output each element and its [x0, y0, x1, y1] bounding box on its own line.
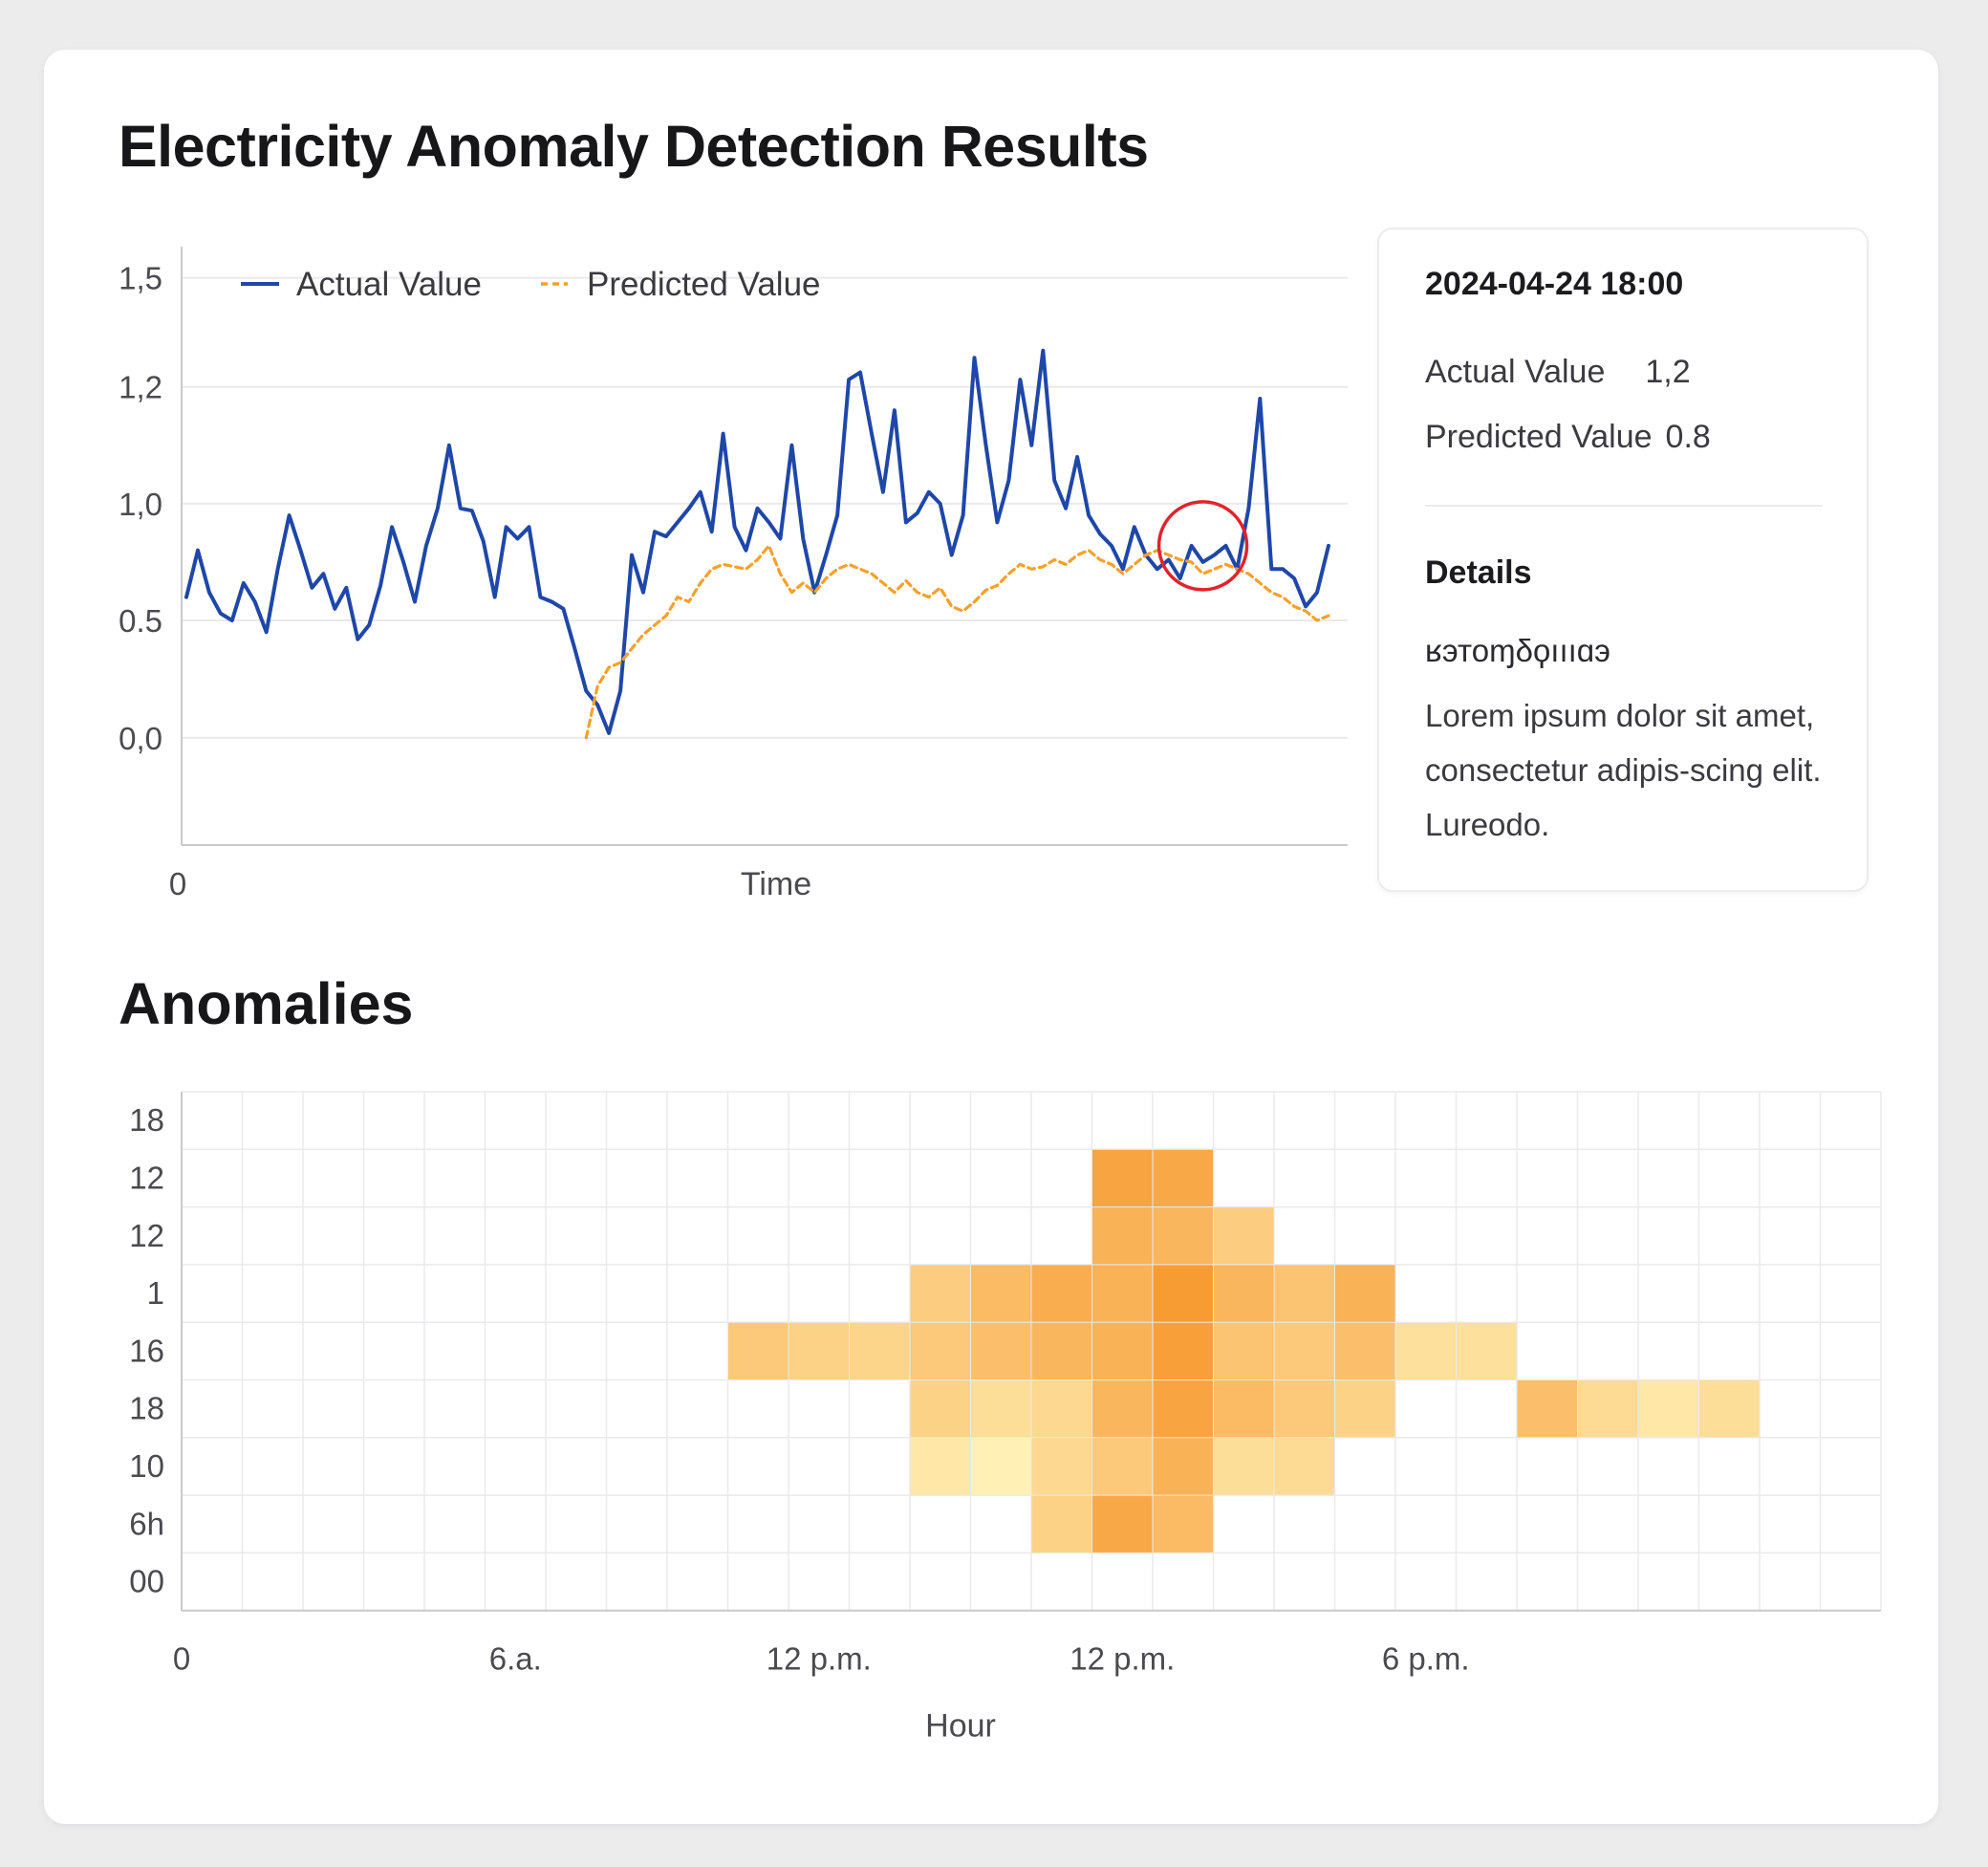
heat-x-tick-label: 6.a.	[489, 1641, 542, 1677]
heatmap-cell	[789, 1322, 849, 1379]
heatmap-cell	[1214, 1380, 1274, 1438]
heatmap-cell	[850, 1322, 910, 1379]
heatmap-cell	[1214, 1438, 1274, 1495]
heatmap-cell	[1153, 1149, 1213, 1207]
heatmap-cell	[1153, 1265, 1213, 1322]
anomalies-title: Anomalies	[119, 971, 414, 1036]
predicted-value-row: Predicted Value 0.8	[1425, 419, 1711, 456]
heat-y-tick-label: 12	[129, 1218, 164, 1253]
info-timestamp: 2024-04-24 18:00	[1425, 266, 1684, 302]
heatmap-cell	[1699, 1380, 1760, 1438]
heatmap-cell	[1214, 1322, 1274, 1379]
heatmap-cell	[728, 1322, 789, 1379]
actual-value-series	[184, 348, 1330, 735]
heatmap-cell	[1274, 1322, 1334, 1379]
x-tick-label: 0	[169, 866, 186, 901]
heat-x-tick-label: 12 p.m.	[1070, 1641, 1175, 1677]
heat-x-axis-title: Hour	[925, 1708, 996, 1745]
heatmap-cell	[1638, 1380, 1698, 1438]
heatmap-cell	[1578, 1380, 1638, 1438]
y-tick-label: 1,5	[119, 261, 162, 296]
y-tick-label: 1,2	[119, 370, 162, 405]
heatmap-cell	[1092, 1207, 1153, 1265]
heatmap-cell	[910, 1322, 970, 1379]
heatmap-cell	[1274, 1380, 1334, 1438]
heatmap-cell	[1031, 1322, 1091, 1379]
heat-y-tick-label: 12	[129, 1160, 164, 1195]
heatmap-cell	[910, 1380, 970, 1438]
heatmap-cell	[1092, 1322, 1153, 1379]
page-title: Electricity Anomaly Detection Results	[119, 114, 1149, 179]
heatmap-cell	[1153, 1207, 1213, 1265]
heat-y-tick-label: 18	[129, 1391, 164, 1426]
heatmap-cell	[1092, 1438, 1153, 1495]
heat-y-tick-label: 10	[129, 1448, 164, 1484]
heatmap-cell	[1335, 1265, 1395, 1322]
legend-predicted-label: Predicted Value	[587, 266, 821, 303]
heatmap-cell	[1395, 1322, 1456, 1379]
heat-x-tick-label: 6 p.m.	[1382, 1641, 1470, 1677]
heat-y-tick-label: 6h	[129, 1506, 164, 1541]
heatmap-cell	[971, 1265, 1031, 1322]
anomaly-marker	[1156, 500, 1249, 592]
heat-y-tick-label: 18	[129, 1102, 164, 1138]
predicted-value: 0.8	[1665, 419, 1711, 455]
info-divider	[1425, 505, 1823, 507]
heatmap-cell	[1092, 1495, 1153, 1552]
heatmap-cell	[1214, 1207, 1274, 1265]
heat-x-tick-label: 0	[173, 1641, 190, 1677]
heatmap-cell	[1274, 1265, 1334, 1322]
predicted-value-series	[584, 544, 1330, 740]
heatmap-cell	[1517, 1380, 1577, 1438]
heatmap-cell	[910, 1438, 970, 1495]
details-code: ʁэтоɱδϙıııɑэ	[1425, 633, 1610, 668]
actual-value-row: Actual Value 1,2	[1425, 354, 1691, 391]
heatmap-cell	[1031, 1265, 1091, 1322]
heatmap-cell	[1335, 1380, 1395, 1438]
heatmap-cell	[1335, 1322, 1395, 1379]
x-axis-title: Time	[741, 866, 811, 902]
y-tick-label: 0,0	[119, 721, 162, 756]
heatmap-cell	[971, 1380, 1031, 1438]
info-panel: 2024-04-24 18:00 Actual Value 1,2 Predict…	[1377, 228, 1869, 892]
y-tick-label: 1,0	[119, 487, 162, 522]
heatmap-cell	[1092, 1149, 1153, 1207]
y-tick-label: 0.5	[119, 603, 162, 639]
heatmap-cell	[1092, 1265, 1153, 1322]
legend-actual-label: Actual Value	[296, 266, 482, 303]
heatmap-cell	[1153, 1438, 1213, 1495]
heatmap-cell	[910, 1265, 970, 1322]
heat-y-tick-label: 00	[129, 1564, 164, 1599]
heatmap-cell	[1457, 1322, 1517, 1379]
actual-value-label: Actual Value	[1425, 354, 1606, 390]
heatmap-cell	[1214, 1265, 1274, 1322]
heatmap-cell	[1031, 1495, 1091, 1552]
heatmap-cell	[971, 1322, 1031, 1379]
line-chart: 1,5 1,2 1,0 0.5 0,0 0 Time Actual Value Predicte…	[119, 247, 1348, 902]
heatmap-cell	[1031, 1380, 1091, 1438]
heat-x-tick-label: 12 p.m.	[767, 1641, 872, 1677]
actual-value: 1,2	[1645, 354, 1691, 390]
heatmap-cell	[1092, 1380, 1153, 1438]
heatmap-cell	[971, 1438, 1031, 1495]
heatmap-cell	[1153, 1495, 1213, 1552]
details-text: Lorem ipsum dolor sit amet, consectetur …	[1425, 698, 1822, 842]
heatmap-cell	[1274, 1438, 1334, 1495]
heat-y-tick-label: 16	[129, 1333, 164, 1368]
heat-y-tick-label: 1	[147, 1275, 164, 1311]
predicted-value-label: Predicted Value	[1425, 419, 1653, 455]
heatmap-cell	[1153, 1380, 1213, 1438]
heatmap-cell	[1031, 1438, 1091, 1495]
heatmap-cell	[1153, 1322, 1213, 1379]
details-heading: Details	[1425, 554, 1532, 591]
